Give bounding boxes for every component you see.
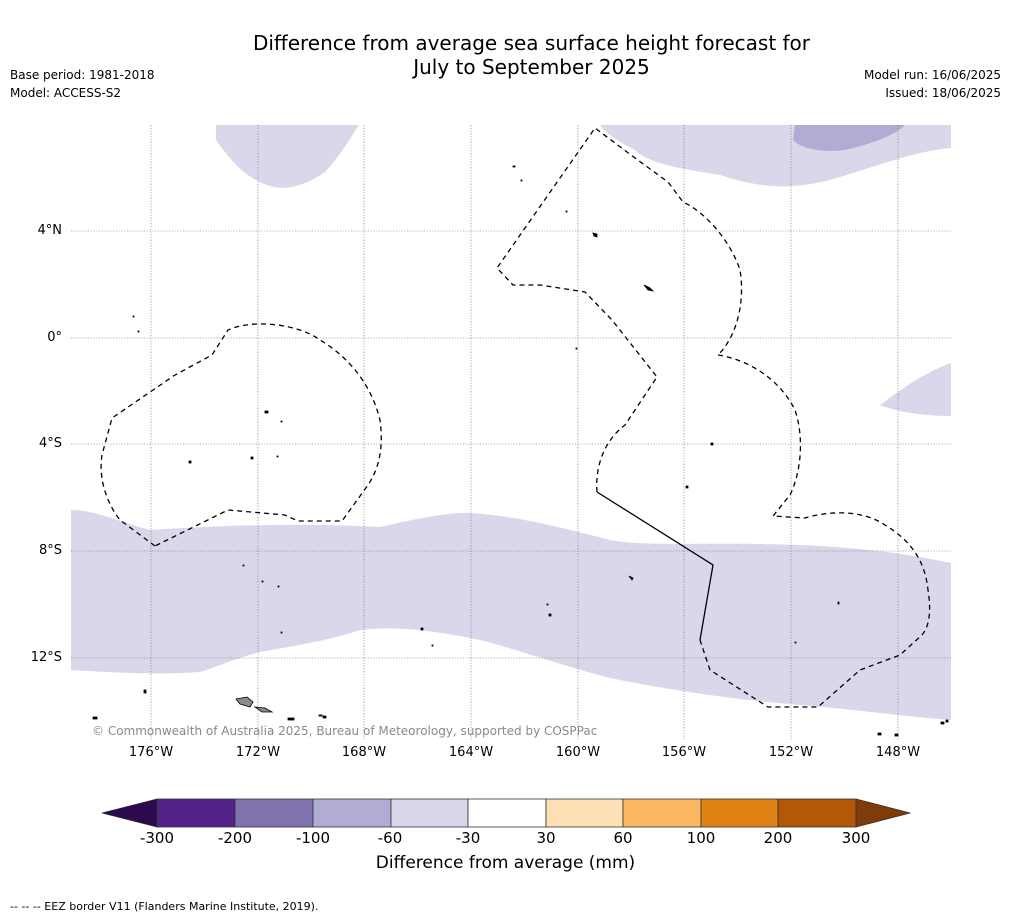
- colorbar-label-60: 60: [613, 829, 633, 847]
- chart-title: Difference from average sea surface heig…: [0, 31, 1011, 79]
- y-tick-0: 0°: [47, 330, 62, 345]
- colorbar-label-minus-60: -60: [377, 829, 403, 847]
- y-tick-12s: 12°S: [30, 650, 62, 665]
- anomaly-right-edge: [880, 363, 951, 416]
- eez-border-solid: [596, 491, 714, 641]
- colorbar-label-200: 200: [763, 829, 793, 847]
- colorbar-bin-5: [467, 798, 547, 828]
- model-run-label: Model run: 16/06/2025: [863, 68, 1001, 82]
- x-tick-152w: 152°W: [768, 745, 814, 760]
- colorbar-bin-8: [700, 798, 779, 828]
- x-tick-164w: 164°W: [448, 745, 494, 760]
- colorbar-bin-7: [622, 798, 702, 828]
- meta-right: Model run: 16/06/2025 Issued: 18/06/2025: [864, 66, 1001, 102]
- x-tick-160w: 160°W: [555, 745, 601, 760]
- anomaly-top-right: [600, 125, 951, 187]
- colorbar-bin-1: [156, 798, 236, 828]
- x-tick-176w: 176°W: [128, 745, 174, 760]
- base-period-label: Base period: 1981-2018: [10, 68, 155, 82]
- colorbar-label-minus-200: -200: [217, 829, 253, 847]
- x-tick-148w: 148°W: [875, 745, 921, 760]
- title-line-1: Difference from average sea surface heig…: [252, 31, 811, 55]
- colorbar-arrow-low: [101, 798, 158, 828]
- colorbar-bin-4: [390, 798, 469, 828]
- y-tick-8s: 8°S: [38, 543, 62, 558]
- eez-footnote: -- -- -- EEZ border V11 (Flanders Marine…: [10, 900, 319, 913]
- anomaly-top-left: [216, 125, 359, 188]
- colorbar-bin-9: [777, 798, 857, 828]
- anomaly-band-south: [71, 510, 951, 720]
- colorbar-label-minus-300: -300: [139, 829, 175, 847]
- title-line-2: July to September 2025: [413, 55, 650, 79]
- meta-left: Base period: 1981-2018 Model: ACCESS-S2: [10, 66, 155, 102]
- map-area: [71, 125, 951, 740]
- colorbar-bin-6: [545, 798, 624, 828]
- colorbar-label-minus-30: -30: [455, 829, 481, 847]
- issued-label: Issued: 18/06/2025: [885, 86, 1001, 100]
- colorbar-title: Difference from average (mm): [375, 853, 636, 873]
- colorbar-arrow-high: [855, 798, 912, 828]
- x-tick-156w: 156°W: [661, 745, 707, 760]
- eez-border-east: [699, 354, 931, 708]
- colorbar: [101, 798, 912, 828]
- colorbar-bin-2: [234, 798, 314, 828]
- x-tick-168w: 168°W: [341, 745, 387, 760]
- model-label: Model: ACCESS-S2: [10, 86, 122, 100]
- colorbar-label-30: 30: [536, 829, 556, 847]
- eez-borders: [100, 127, 931, 708]
- anomaly-top-right-darker: [793, 125, 905, 151]
- colorbar-bin-3: [312, 798, 392, 828]
- x-tick-172w: 172°W: [235, 745, 281, 760]
- copyright-notice: © Commonwealth of Australia 2025, Bureau…: [92, 724, 598, 738]
- y-tick-4s: 4°S: [38, 436, 62, 451]
- island-samoa-small: [253, 706, 274, 713]
- eez-border-west: [100, 323, 382, 547]
- gridlines: [71, 125, 951, 740]
- y-tick-4n: 4°N: [37, 223, 63, 238]
- eez-border-central: [496, 127, 743, 493]
- islands: [92, 165, 949, 737]
- island-samoa-large: [235, 696, 254, 708]
- colorbar-label-100: 100: [686, 829, 716, 847]
- colorbar-label-minus-100: -100: [295, 829, 331, 847]
- colorbar-label-300: 300: [841, 829, 871, 847]
